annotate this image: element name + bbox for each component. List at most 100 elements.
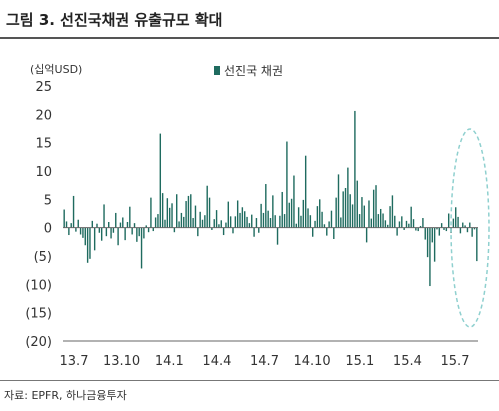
bar bbox=[469, 222, 471, 228]
bar bbox=[232, 227, 234, 234]
bar bbox=[105, 227, 108, 237]
bar bbox=[379, 208, 382, 228]
bar bbox=[408, 223, 410, 228]
bar bbox=[447, 213, 450, 228]
bar bbox=[476, 227, 478, 262]
bar bbox=[108, 222, 110, 228]
bar bbox=[269, 218, 272, 228]
bar bbox=[394, 215, 396, 228]
bar bbox=[246, 216, 248, 228]
bar bbox=[452, 218, 455, 228]
y-tick-label: (10) bbox=[25, 278, 52, 293]
y-tick-label: 0 bbox=[44, 222, 52, 237]
bar bbox=[351, 204, 354, 228]
y-axis: 25 20 15 10 5 0 (5) (10) (15) (20) bbox=[25, 80, 52, 350]
bar bbox=[176, 194, 178, 228]
bar bbox=[274, 215, 276, 228]
bar bbox=[281, 191, 283, 228]
bar bbox=[356, 180, 358, 228]
bar bbox=[302, 199, 305, 228]
x-tick-label: 15.1 bbox=[345, 354, 374, 369]
bar bbox=[426, 227, 429, 258]
bar bbox=[213, 219, 215, 228]
bar bbox=[110, 227, 112, 239]
bar bbox=[323, 224, 326, 228]
bar bbox=[283, 214, 286, 228]
bar bbox=[293, 175, 295, 228]
y-axis-unit-label: (십억USD) bbox=[30, 63, 82, 76]
bar bbox=[86, 227, 89, 263]
bar bbox=[96, 223, 98, 228]
bar bbox=[445, 227, 448, 232]
bar bbox=[117, 227, 119, 246]
bar bbox=[361, 197, 363, 228]
bar bbox=[236, 200, 239, 228]
bar bbox=[466, 227, 469, 233]
legend: 선진국 채권 bbox=[214, 64, 283, 78]
y-tick-label: 15 bbox=[35, 137, 52, 152]
bar bbox=[68, 227, 70, 236]
bar bbox=[183, 216, 185, 228]
bar bbox=[194, 205, 197, 228]
bar bbox=[262, 212, 265, 228]
bar bbox=[164, 219, 166, 228]
bar bbox=[157, 214, 159, 228]
bar bbox=[389, 206, 391, 228]
bar bbox=[398, 221, 401, 228]
bar bbox=[333, 227, 335, 239]
bar bbox=[152, 227, 154, 232]
bar-chart: (십억USD) 선진국 채권 25 20 15 10 5 0 (5) (10) (15) (20)… bbox=[25, 63, 490, 369]
bar bbox=[358, 214, 361, 228]
bar bbox=[192, 218, 194, 228]
bar bbox=[368, 200, 370, 228]
bar bbox=[70, 223, 72, 228]
bar bbox=[115, 212, 117, 228]
bar bbox=[433, 227, 436, 262]
bar bbox=[286, 141, 288, 228]
bar bbox=[471, 227, 473, 237]
bar bbox=[415, 227, 417, 231]
bar bbox=[199, 211, 201, 228]
y-tick-label: 20 bbox=[35, 108, 52, 123]
bar bbox=[168, 207, 171, 228]
bar bbox=[344, 188, 347, 228]
bar bbox=[79, 227, 82, 235]
bar bbox=[122, 217, 124, 228]
bar bbox=[412, 219, 415, 228]
bar bbox=[180, 212, 183, 228]
bar bbox=[417, 227, 419, 232]
bar bbox=[171, 203, 173, 228]
bar bbox=[143, 227, 145, 239]
bar bbox=[335, 197, 337, 228]
bar bbox=[253, 227, 255, 237]
bar bbox=[65, 221, 68, 228]
bar bbox=[173, 227, 176, 233]
bar bbox=[384, 220, 387, 228]
bar bbox=[159, 133, 162, 228]
bar bbox=[150, 197, 152, 228]
bar bbox=[112, 227, 115, 233]
bar bbox=[443, 227, 445, 230]
bar bbox=[103, 204, 105, 228]
bar bbox=[314, 220, 316, 228]
bar bbox=[84, 227, 86, 246]
bar bbox=[124, 227, 126, 241]
bar bbox=[365, 227, 368, 243]
bar bbox=[140, 227, 143, 269]
bar bbox=[321, 211, 323, 228]
bar bbox=[225, 222, 227, 228]
bar bbox=[208, 197, 211, 228]
bar bbox=[272, 195, 274, 228]
bar bbox=[248, 223, 251, 228]
x-tick-label: 14.10 bbox=[293, 354, 330, 369]
y-tick-label: (15) bbox=[25, 307, 52, 322]
highlight-ellipse bbox=[450, 128, 490, 328]
bar bbox=[136, 227, 138, 242]
source-note: 자료: EPFR, 하나금융투자 bbox=[4, 389, 127, 402]
bar bbox=[255, 218, 258, 228]
bar bbox=[244, 211, 246, 228]
x-tick-label: 14.4 bbox=[202, 354, 231, 369]
bar bbox=[457, 216, 459, 228]
x-tick-label: 14.7 bbox=[250, 354, 279, 369]
bar bbox=[307, 208, 309, 228]
